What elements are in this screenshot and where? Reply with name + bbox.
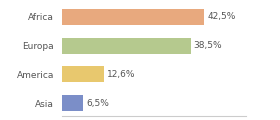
Bar	[62, 38, 191, 54]
Bar	[62, 9, 204, 25]
Text: 42,5%: 42,5%	[207, 12, 235, 21]
Text: 12,6%: 12,6%	[107, 70, 135, 79]
Text: 6,5%: 6,5%	[86, 99, 109, 108]
Bar	[62, 66, 104, 82]
Bar	[62, 95, 83, 111]
Text: 38,5%: 38,5%	[194, 41, 222, 50]
